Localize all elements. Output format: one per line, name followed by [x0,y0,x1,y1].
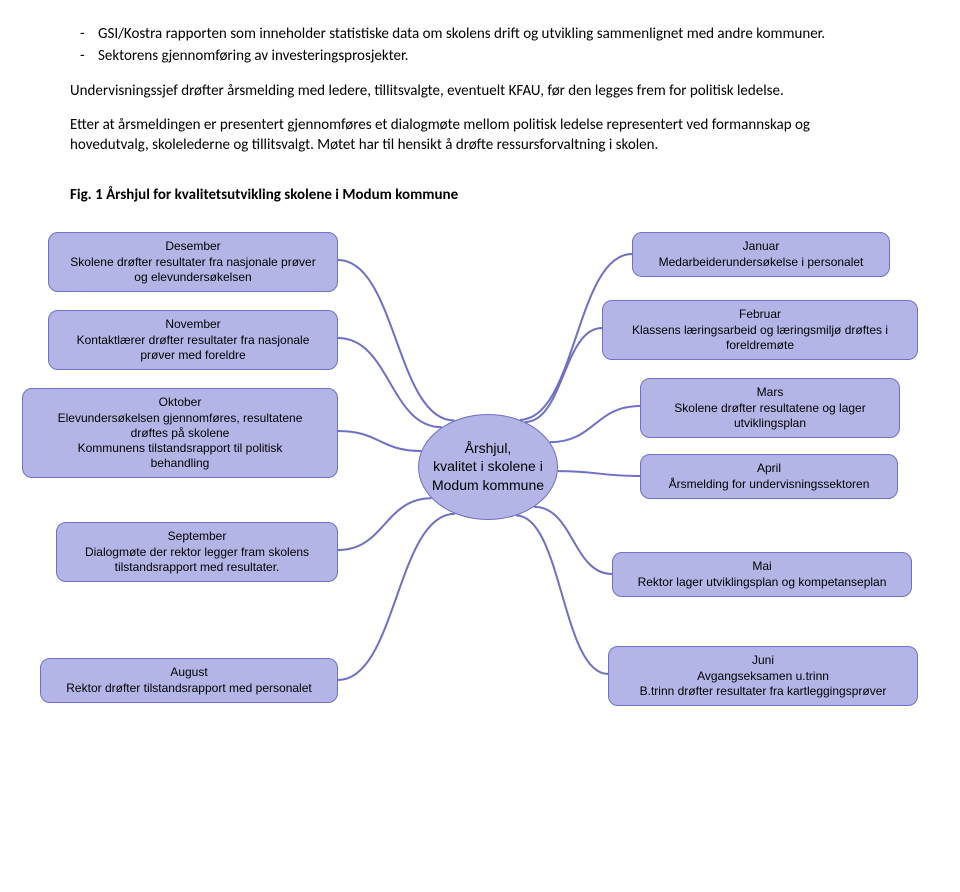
bullet-item: GSI/Kostra rapporten som inneholder stat… [70,24,890,44]
node-desc: Rektor lager utviklingsplan og kompetans… [638,575,887,590]
mindmap-diagram: Årshjul,kvalitet i skolene iModum kommun… [20,226,940,746]
node-desc: Skolene drøfter resultatene og lagerutvi… [674,401,865,431]
mindmap-node: August Rektor drøfter tilstandsrapport me… [40,658,338,703]
mindmap-node: Juni Avgangseksamen u.trinnB.trinn drøfte… [608,646,918,706]
paragraph: Etter at årsmeldingen er presentert gjen… [70,115,890,156]
mindmap-node: Oktober Elevundersøkelsen gjennomføres, r… [22,388,338,478]
node-month: Oktober [159,395,202,409]
center-node: Årshjul,kvalitet i skolene iModum kommun… [418,414,558,520]
mindmap-node: Januar Medarbeiderundersøkelse i personal… [632,232,890,277]
node-desc: Elevundersøkelsen gjennomføres, resultat… [58,411,303,471]
node-desc: Medarbeiderundersøkelse i personalet [659,255,864,270]
mindmap-node: September Dialogmøte der rektor legger fr… [56,522,338,582]
node-month: Mars [757,385,784,399]
node-month: April [757,461,781,475]
mindmap-node: Februar Klassens læringsarbeid og lærings… [602,300,918,360]
bullet-text: GSI/Kostra rapporten som inneholder stat… [98,25,825,43]
node-month: August [170,665,207,679]
node-desc: Dialogmøte der rektor legger fram skolen… [85,545,309,575]
node-desc: Klassens læringsarbeid og læringsmiljø d… [632,323,888,353]
mindmap-node: April Årsmelding for undervisningssektore… [640,454,898,499]
mindmap-node: November Kontaktlærer drøfter resultater … [48,310,338,370]
node-month: Juni [752,653,774,667]
node-desc: Rektor drøfter tilstandsrapport med pers… [66,681,311,696]
paragraph: Undervisningssjef drøfter årsmelding med… [70,81,890,101]
node-desc: Avgangseksamen u.trinnB.trinn drøfter re… [640,669,887,699]
mindmap-node: Desember Skolene drøfter resultater fra n… [48,232,338,292]
node-month: Februar [739,307,781,321]
node-month: November [165,317,220,331]
node-desc: Skolene drøfter resultater fra nasjonale… [70,255,315,285]
mindmap-node: Mai Rektor lager utviklingsplan og kompet… [612,552,912,597]
node-month: Januar [743,239,780,253]
bullet-text: Sektorens gjennomføring av investeringsp… [98,47,408,65]
node-month: Desember [165,239,220,253]
mindmap-node: Mars Skolene drøfter resultatene og lager… [640,378,900,438]
bullet-item: Sektorens gjennomføring av investeringsp… [70,46,890,66]
node-desc: Årsmelding for undervisningssektoren [669,477,870,492]
node-month: Mai [752,559,771,573]
figure-caption: Fig. 1 Årshjul for kvalitetsutvikling sk… [70,185,890,205]
node-month: September [168,529,227,543]
bullet-list: GSI/Kostra rapporten som inneholder stat… [70,24,890,67]
body-text: GSI/Kostra rapporten som inneholder stat… [0,0,960,226]
node-desc: Kontaktlærer drøfter resultater fra nasj… [77,333,310,363]
